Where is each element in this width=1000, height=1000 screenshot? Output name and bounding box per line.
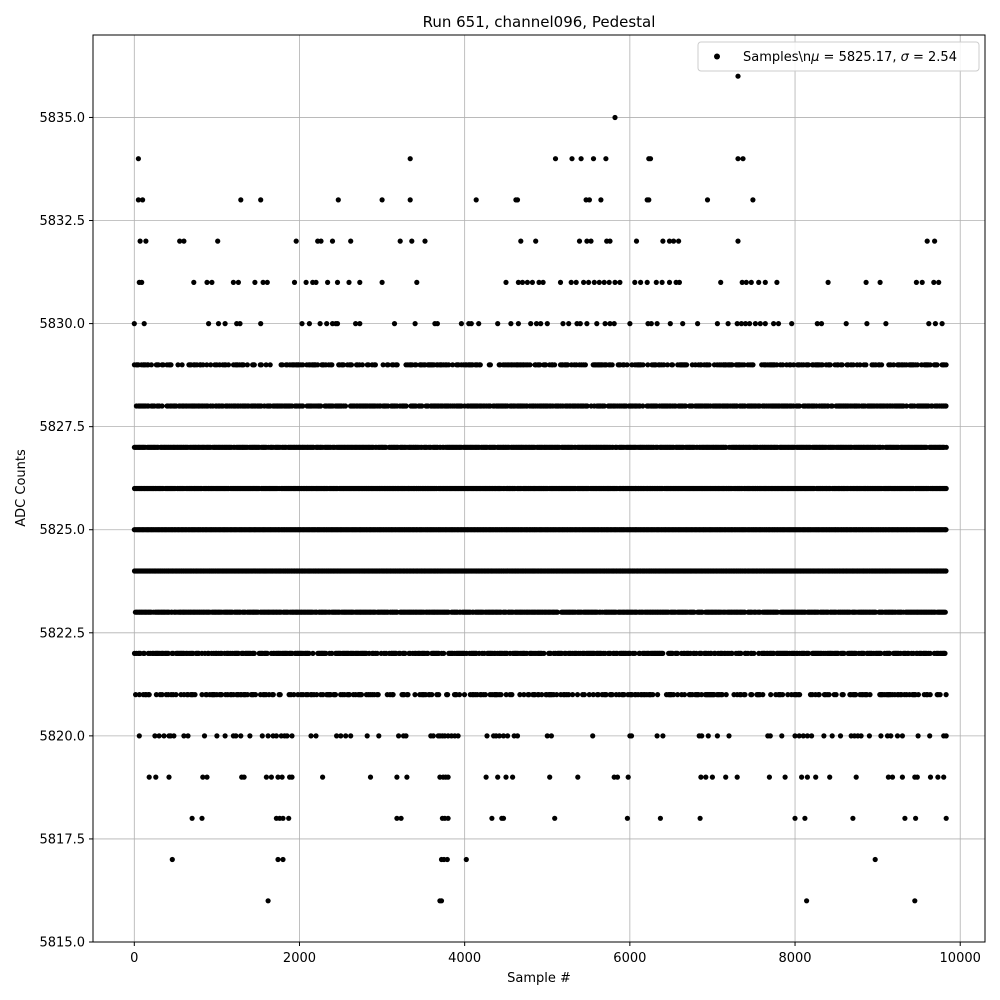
data-point [342, 403, 349, 409]
data-point [942, 609, 948, 615]
data-points [131, 73, 949, 904]
data-point [441, 650, 447, 657]
data-point [159, 403, 165, 409]
data-point [403, 403, 409, 409]
data-point [943, 527, 949, 533]
data-point [660, 650, 666, 657]
data-point [310, 650, 316, 657]
data-point [943, 568, 949, 574]
data-point [251, 650, 257, 657]
data-point [943, 403, 949, 409]
data-point [541, 650, 547, 657]
data-point [943, 485, 949, 492]
data-point [943, 444, 949, 450]
data-point [751, 650, 757, 657]
